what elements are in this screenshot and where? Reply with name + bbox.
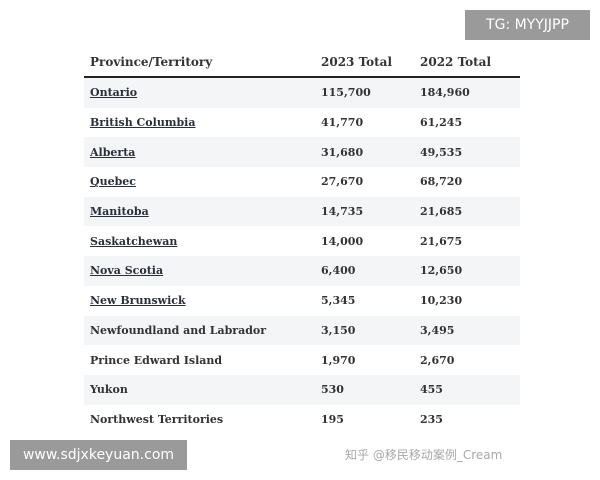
total-2023: 14,735 <box>321 205 364 219</box>
header-province: Province/Territory <box>90 55 213 69</box>
total-2023: 5,345 <box>321 294 356 308</box>
province-name[interactable]: British Columbia <box>90 116 196 130</box>
table-row: Nova Scotia 6,400 12,650 <box>84 256 520 286</box>
province-name: Yukon <box>90 383 128 397</box>
total-2023: 31,680 <box>321 145 364 159</box>
total-2022: 184,960 <box>420 86 470 100</box>
province-cell: Yukon <box>84 383 321 396</box>
province-name[interactable]: Ontario <box>90 86 138 100</box>
total-2022: 61,245 <box>420 116 463 130</box>
table-row: Prince Edward Island 1,970 2,670 <box>84 345 520 375</box>
province-cell: Ontario <box>84 86 321 99</box>
site-badge: www.sdjxkeyuan.com <box>10 440 187 470</box>
total-2022: 2,670 <box>420 353 455 367</box>
table-row: Yukon 530 455 <box>84 374 520 405</box>
total-2022: 21,675 <box>420 234 463 248</box>
total-2023: 195 <box>321 412 344 426</box>
total-2023: 1,970 <box>321 353 356 367</box>
province-cell: Manitoba <box>84 205 321 218</box>
total-2023: 14,000 <box>321 234 364 248</box>
total-2023: 3,150 <box>321 323 356 337</box>
table-row: Northwest Territories 195 235 <box>84 405 520 435</box>
province-cell: Prince Edward Island <box>84 354 321 367</box>
total-2022: 21,685 <box>420 205 463 219</box>
table-row: Saskatchewan 14,000 21,675 <box>84 226 520 256</box>
table-header: Province/Territory 2023 Total 2022 Total <box>84 48 520 78</box>
table-row: Manitoba 14,735 21,685 <box>84 196 520 227</box>
table-body: Ontario 115,700 184,960 British Columbia 41,… <box>84 78 520 434</box>
province-name: Prince Edward Island <box>90 353 223 367</box>
table-row: Newfoundland and Labrador 3,150 3,495 <box>84 315 520 346</box>
province-cell: Alberta <box>84 146 321 159</box>
province-name[interactable]: New Brunswick <box>90 294 186 308</box>
province-name[interactable]: Saskatchewan <box>90 234 178 248</box>
province-cell: Quebec <box>84 175 321 188</box>
table-row: New Brunswick 5,345 10,230 <box>84 286 520 316</box>
total-2022: 68,720 <box>420 175 463 189</box>
total-2022: 10,230 <box>420 294 463 308</box>
total-2023: 6,400 <box>321 264 356 278</box>
province-cell: Northwest Territories <box>84 413 321 426</box>
table-row: Quebec 27,670 68,720 <box>84 167 520 197</box>
province-name[interactable]: Manitoba <box>90 205 149 219</box>
table-row: Ontario 115,700 184,960 <box>84 78 520 108</box>
province-cell: New Brunswick <box>84 294 321 307</box>
total-2022: 235 <box>420 412 443 426</box>
header-2023: 2023 Total <box>321 55 393 69</box>
province-name: Northwest Territories <box>90 412 224 426</box>
table-row: Alberta 31,680 49,535 <box>84 137 520 168</box>
province-cell: British Columbia <box>84 116 321 129</box>
province-name[interactable]: Alberta <box>90 145 136 159</box>
province-cell: Saskatchewan <box>84 235 321 248</box>
province-name[interactable]: Quebec <box>90 175 136 189</box>
watermark: 知乎 @移民移动案例_Cream <box>345 448 503 462</box>
total-2023: 41,770 <box>321 116 364 130</box>
province-name[interactable]: Nova Scotia <box>90 264 164 278</box>
total-2023: 530 <box>321 383 344 397</box>
total-2022: 455 <box>420 383 443 397</box>
total-2022: 49,535 <box>420 145 463 159</box>
tg-badge: TG: MYYJJPP <box>465 10 590 40</box>
immigration-table: Province/Territory 2023 Total 2022 Total… <box>84 48 520 434</box>
province-name: Newfoundland and Labrador <box>90 323 267 337</box>
total-2022: 12,650 <box>420 264 463 278</box>
total-2022: 3,495 <box>420 323 455 337</box>
total-2023: 115,700 <box>321 86 371 100</box>
table-row: British Columbia 41,770 61,245 <box>84 108 520 138</box>
province-cell: Nova Scotia <box>84 264 321 277</box>
header-2022: 2022 Total <box>420 55 492 69</box>
province-cell: Newfoundland and Labrador <box>84 324 321 337</box>
total-2023: 27,670 <box>321 175 364 189</box>
